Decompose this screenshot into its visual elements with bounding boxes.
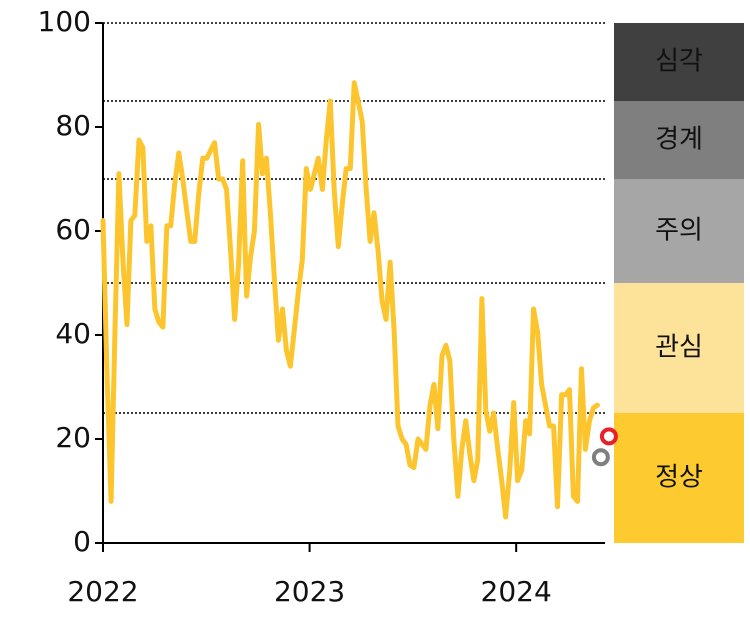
y-tick-label: 80 bbox=[55, 109, 91, 142]
y-tick-label: 100 bbox=[38, 5, 91, 38]
band bbox=[614, 23, 744, 101]
x-tick-label: 2022 bbox=[67, 575, 138, 608]
band-label: 경계 bbox=[655, 125, 703, 155]
marker bbox=[599, 427, 618, 446]
band-label: 관심 bbox=[655, 333, 703, 363]
y-tick-label: 60 bbox=[55, 213, 91, 246]
y-tick-label: 40 bbox=[55, 317, 91, 350]
band bbox=[614, 101, 744, 179]
band bbox=[614, 413, 744, 543]
band-label: 심각 bbox=[655, 47, 703, 77]
y-tick-label: 20 bbox=[55, 421, 91, 454]
x-tick-label: 2024 bbox=[481, 575, 552, 608]
x-tick-label: 2023 bbox=[274, 575, 345, 608]
y-tick-label: 0 bbox=[73, 525, 91, 558]
band bbox=[614, 179, 744, 283]
series-line bbox=[100, 80, 600, 520]
marker bbox=[591, 448, 610, 467]
band bbox=[614, 283, 744, 413]
band-label: 주의 bbox=[655, 216, 703, 246]
band-label: 정상 bbox=[655, 463, 703, 493]
